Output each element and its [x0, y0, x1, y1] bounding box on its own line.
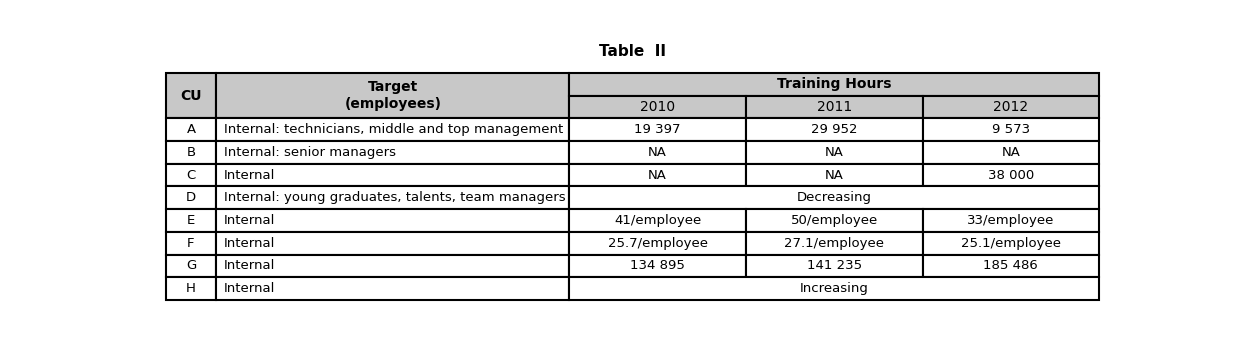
Bar	[923, 232, 1099, 255]
Text: C: C	[186, 168, 195, 181]
Bar	[216, 141, 569, 164]
Bar	[569, 277, 1099, 300]
Bar	[216, 232, 569, 255]
Bar	[923, 164, 1099, 187]
Text: 41/employee: 41/employee	[615, 214, 701, 227]
Text: G: G	[186, 259, 196, 272]
Text: Internal: Internal	[223, 237, 275, 250]
Text: Internal: young graduates, talents, team managers: Internal: young graduates, talents, team…	[223, 191, 565, 204]
Text: 25.7/employee: 25.7/employee	[607, 237, 707, 250]
Bar	[745, 232, 923, 255]
Bar	[216, 209, 569, 232]
Text: NA: NA	[648, 146, 668, 159]
Text: 29 952: 29 952	[811, 123, 858, 136]
Bar	[216, 187, 569, 209]
Text: CU: CU	[180, 88, 201, 103]
Text: 38 000: 38 000	[987, 168, 1034, 181]
Bar	[165, 232, 216, 255]
Text: NA: NA	[648, 168, 668, 181]
Text: 9 573: 9 573	[992, 123, 1030, 136]
Bar	[216, 73, 569, 118]
Text: B: B	[186, 146, 195, 159]
Text: 2011: 2011	[817, 100, 851, 114]
Bar	[165, 73, 216, 118]
Text: 50/employee: 50/employee	[791, 214, 877, 227]
Text: 134 895: 134 895	[631, 259, 685, 272]
Bar	[745, 118, 923, 141]
Bar	[745, 209, 923, 232]
Text: Internal: technicians, middle and top management: Internal: technicians, middle and top ma…	[223, 123, 563, 136]
Text: Internal: Internal	[223, 282, 275, 295]
Bar	[216, 164, 569, 187]
Text: Increasing: Increasing	[800, 282, 869, 295]
Text: Internal: senior managers: Internal: senior managers	[223, 146, 396, 159]
Text: F: F	[188, 237, 195, 250]
Bar	[216, 277, 569, 300]
Bar	[165, 277, 216, 300]
Bar	[569, 255, 745, 277]
Text: 33/employee: 33/employee	[967, 214, 1055, 227]
Bar	[569, 118, 745, 141]
Bar	[569, 73, 1099, 96]
Text: NA: NA	[1002, 146, 1021, 159]
Text: H: H	[186, 282, 196, 295]
Bar	[569, 209, 745, 232]
Text: Target
(employees): Target (employees)	[344, 81, 442, 111]
Bar	[923, 96, 1099, 118]
Bar	[923, 141, 1099, 164]
Text: 2010: 2010	[640, 100, 675, 114]
Bar	[745, 255, 923, 277]
Bar	[569, 164, 745, 187]
Bar	[569, 141, 745, 164]
Text: 27.1/employee: 27.1/employee	[785, 237, 885, 250]
Bar	[569, 232, 745, 255]
Bar	[165, 209, 216, 232]
Text: Internal: Internal	[223, 168, 275, 181]
Bar	[569, 187, 1099, 209]
Text: NA: NA	[824, 146, 844, 159]
Text: Training Hours: Training Hours	[777, 77, 891, 91]
Bar	[165, 118, 216, 141]
Bar	[745, 141, 923, 164]
Text: 25.1/employee: 25.1/employee	[961, 237, 1061, 250]
Text: 141 235: 141 235	[807, 259, 861, 272]
Bar	[216, 118, 569, 141]
Bar	[923, 118, 1099, 141]
Text: Decreasing: Decreasing	[797, 191, 871, 204]
Bar	[165, 255, 216, 277]
Bar	[216, 255, 569, 277]
Bar	[165, 141, 216, 164]
Text: NA: NA	[824, 168, 844, 181]
Text: Internal: Internal	[223, 214, 275, 227]
Bar	[569, 96, 745, 118]
Text: Internal: Internal	[223, 259, 275, 272]
Bar	[165, 164, 216, 187]
Bar	[745, 96, 923, 118]
Text: D: D	[186, 191, 196, 204]
Bar	[923, 209, 1099, 232]
Text: 185 486: 185 486	[983, 259, 1038, 272]
Bar	[923, 255, 1099, 277]
Text: A: A	[186, 123, 195, 136]
Text: Table  II: Table II	[598, 44, 666, 59]
Bar	[165, 187, 216, 209]
Text: 19 397: 19 397	[634, 123, 681, 136]
Bar	[745, 164, 923, 187]
Text: 2012: 2012	[993, 100, 1028, 114]
Text: E: E	[186, 214, 195, 227]
